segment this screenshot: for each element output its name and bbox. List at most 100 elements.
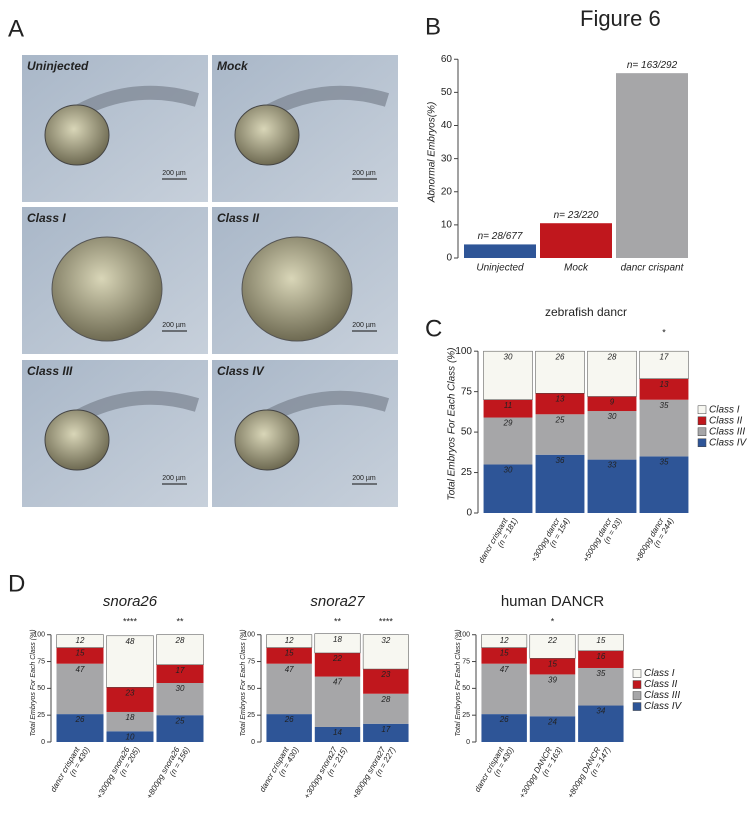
data-label: 10: [126, 732, 135, 741]
y-tick-label: 50: [37, 685, 45, 692]
data-label: 15: [76, 649, 85, 658]
bar-segment: [587, 411, 637, 460]
scale-bar-label: 200 µm: [352, 475, 376, 482]
data-label: 47: [500, 665, 509, 674]
bar-segment: [481, 714, 527, 742]
legend-swatch: [697, 405, 707, 415]
data-label: 35: [660, 457, 669, 466]
y-tick-label: 100: [455, 346, 472, 357]
bar-segment: [529, 634, 576, 659]
data-label: 28: [380, 695, 390, 704]
bar-segment: [56, 663, 104, 715]
bar-segment: [481, 663, 527, 715]
y-axis-label: Abnormal Embryos(%): [427, 102, 438, 204]
bar-segment: [481, 634, 528, 648]
data-label: 36: [556, 456, 565, 465]
data-label: 15: [285, 649, 294, 658]
bar-segment: [535, 393, 585, 415]
bar-segment: [362, 634, 409, 670]
scale-bar-label: 200 µm: [352, 322, 376, 329]
panel-label: C: [425, 315, 442, 342]
bar-segment: [587, 459, 637, 513]
data-label: 14: [333, 728, 342, 737]
data-label: 25: [175, 716, 185, 725]
embryo-yolk: [44, 104, 110, 166]
data-label: 23: [380, 670, 390, 679]
bar-segment: [56, 714, 104, 742]
data-label: 12: [285, 636, 294, 645]
bar-segment: [363, 723, 409, 742]
bar-segment: [639, 456, 689, 513]
chart-title: snora26: [103, 593, 158, 610]
data-label: 30: [504, 466, 513, 475]
y-tick-label: 50: [441, 87, 453, 98]
bar-segment: [314, 676, 361, 727]
x-tick-label: Uninjected: [476, 263, 524, 274]
bar-segment: [156, 634, 204, 666]
bar-segment: [529, 674, 576, 717]
data-label: 15: [596, 636, 605, 645]
chart-title: snora27: [310, 593, 365, 610]
bar-segment: [156, 715, 204, 742]
bar: [616, 73, 688, 258]
y-tick-label: 0: [446, 253, 452, 264]
data-label: 16: [596, 652, 605, 661]
data-label: 26: [75, 715, 85, 724]
y-tick-label: 25: [462, 712, 470, 719]
bar-segment: [266, 714, 312, 742]
y-tick-label: 20: [441, 186, 453, 197]
y-tick-label: 25: [247, 712, 255, 719]
bar: [540, 223, 612, 258]
legend-swatch: [697, 416, 707, 426]
x-tick-label: Mock: [564, 263, 589, 274]
scale-bar-label: 200 µm: [162, 322, 186, 329]
legend-swatch: [632, 702, 642, 711]
legend-swatch: [632, 691, 642, 700]
data-label: 17: [381, 725, 390, 734]
data-label: 47: [76, 665, 85, 674]
significance: ****: [123, 616, 138, 626]
image-label: Class IV: [217, 364, 265, 378]
bar-segment: [314, 652, 361, 677]
y-tick-label: 75: [461, 386, 473, 397]
data-label: 22: [332, 654, 342, 663]
bar-segment: [483, 350, 533, 400]
legend-swatch: [697, 438, 707, 448]
data-label: 26: [555, 352, 565, 361]
bar-segment: [578, 705, 624, 742]
data-label: 32: [381, 636, 390, 645]
data-label: 17: [176, 666, 185, 675]
data-label: 29: [503, 419, 513, 428]
image-label: Class III: [27, 364, 73, 378]
chart-title: human DANCR: [501, 593, 605, 610]
image-label: Class II: [217, 211, 260, 225]
y-tick-label: 60: [441, 54, 453, 65]
y-tick-label: 100: [33, 632, 45, 639]
y-tick-label: 30: [441, 153, 453, 164]
chart-title: zebrafish dancr: [545, 305, 627, 319]
bar-segment: [106, 687, 154, 712]
y-tick-label: 100: [458, 632, 470, 639]
bar-segment: [587, 396, 637, 412]
y-tick-label: 25: [37, 712, 45, 719]
data-label: 39: [548, 676, 557, 685]
data-label: 35: [596, 669, 605, 678]
legend-label: Class II: [709, 415, 743, 426]
bar-segment: [578, 667, 624, 706]
bar-segment: [529, 658, 576, 675]
data-label: 18: [126, 713, 135, 722]
bar: [464, 244, 536, 258]
bar-segment: [156, 664, 204, 683]
data-label: 28: [607, 352, 617, 361]
data-label: 47: [333, 678, 342, 687]
bar-label: n= 28/677: [478, 231, 523, 242]
bar-segment: [314, 633, 361, 654]
significance: *: [551, 616, 555, 626]
legend-swatch: [697, 427, 707, 437]
bar-segment: [639, 378, 689, 400]
significance: *: [662, 327, 666, 337]
data-label: 13: [660, 380, 669, 389]
embryo-yolk: [51, 236, 163, 342]
image-label: Uninjected: [27, 59, 89, 73]
